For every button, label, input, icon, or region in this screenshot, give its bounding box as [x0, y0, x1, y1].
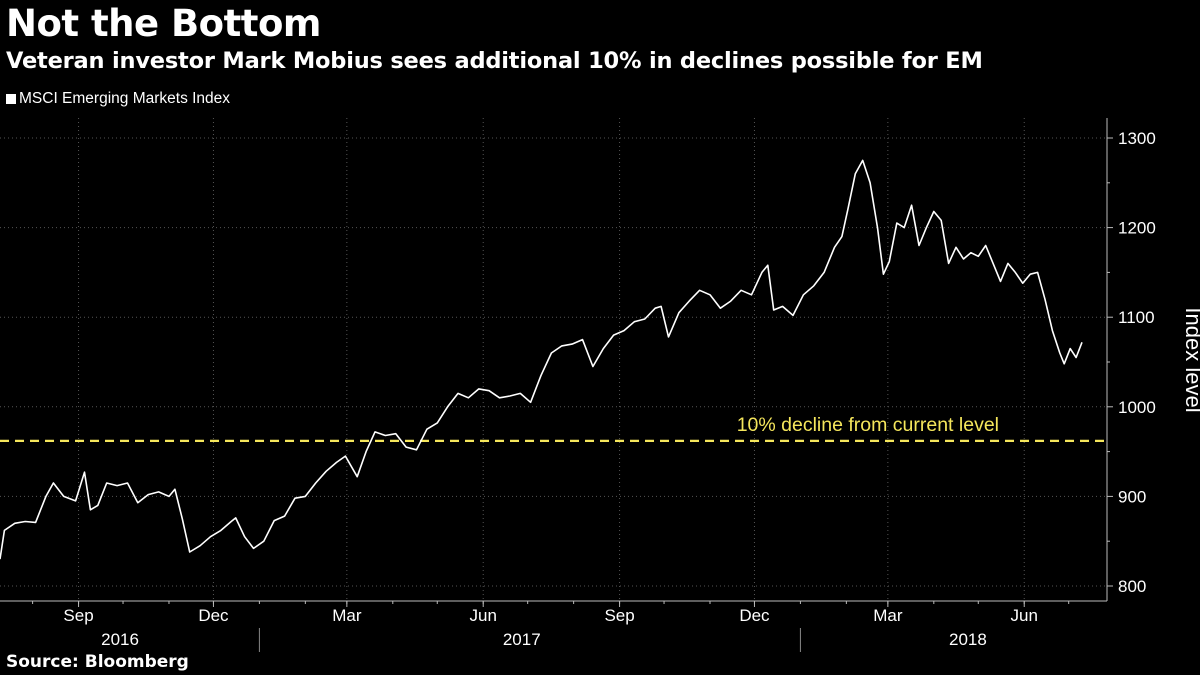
source-note: Source: Bloomberg: [6, 652, 189, 672]
legend: MSCI Emerging Markets Index: [6, 90, 230, 108]
year-label: 2017: [503, 630, 541, 649]
chart-title: Not the Bottom: [6, 2, 321, 45]
legend-swatch: [6, 94, 16, 104]
y-tick-label: 1200: [1118, 219, 1156, 238]
x-tick-label: Sep: [63, 606, 93, 625]
legend-label: MSCI Emerging Markets Index: [19, 90, 231, 107]
y-tick-label: 800: [1118, 577, 1146, 596]
x-tick-label: Dec: [198, 606, 229, 625]
x-tick-label: Jun: [469, 606, 496, 625]
chart-subtitle: Veteran investor Mark Mobius sees additi…: [6, 48, 983, 74]
x-tick-label: Dec: [739, 606, 770, 625]
y-tick-label: 1000: [1118, 398, 1156, 417]
x-tick-label: Sep: [604, 606, 634, 625]
x-tick-label: Mar: [873, 606, 903, 625]
y-axis-title: Index level: [1181, 307, 1200, 412]
y-tick-label: 1300: [1118, 129, 1156, 148]
y-tick-label: 1100: [1118, 308, 1155, 327]
year-label: 2016: [101, 630, 139, 649]
series-line: [0, 159, 1083, 560]
y-tick-label: 900: [1118, 487, 1146, 506]
x-tick-label: Mar: [332, 606, 362, 625]
reference-line-label: 10% decline from current level: [737, 414, 999, 436]
x-tick-label: Jun: [1011, 606, 1038, 625]
year-label: 2018: [949, 630, 987, 649]
